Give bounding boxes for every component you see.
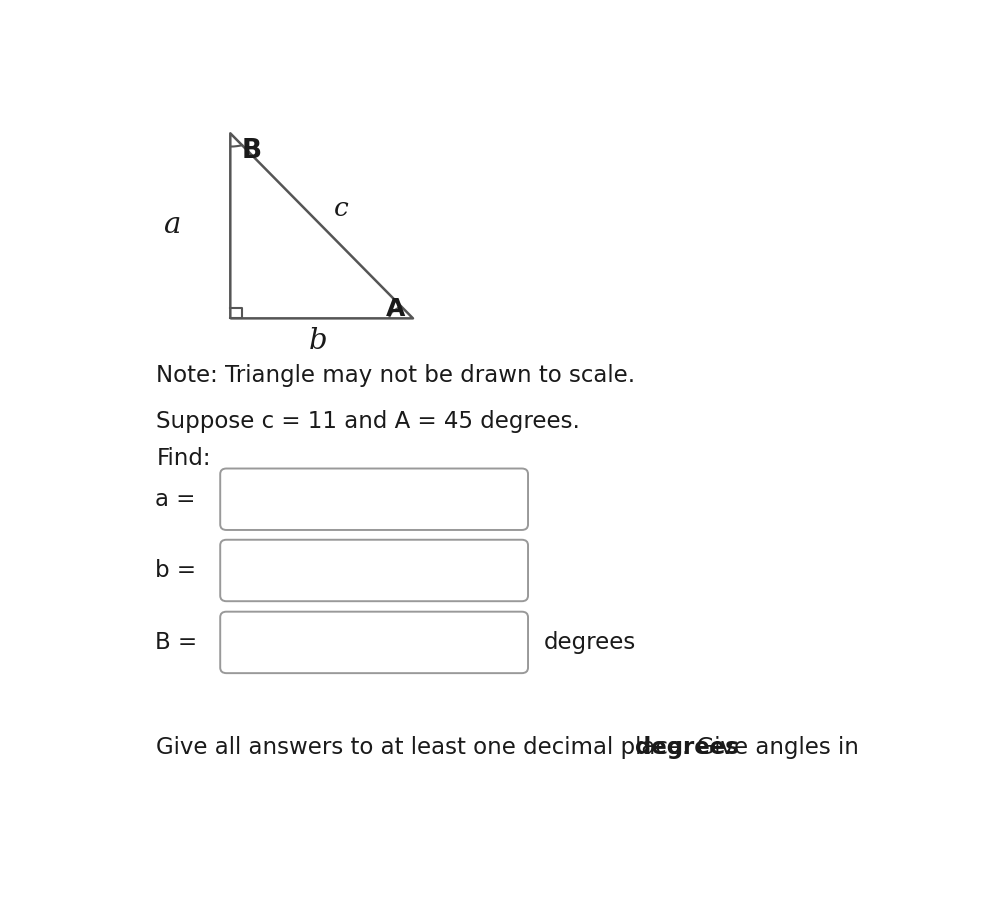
Text: a =: a = [154, 488, 195, 511]
Text: Give all answers to at least one decimal place. Give angles in: Give all answers to at least one decimal… [156, 736, 866, 759]
Text: A: A [386, 297, 405, 321]
Text: a: a [163, 211, 180, 239]
Text: Suppose c = 11 and A = 45 degrees.: Suppose c = 11 and A = 45 degrees. [156, 410, 580, 433]
Text: b: b [309, 327, 327, 355]
Text: c: c [334, 196, 349, 220]
Text: B: B [241, 138, 262, 164]
FancyBboxPatch shape [220, 540, 527, 601]
FancyBboxPatch shape [220, 611, 527, 673]
Text: Find:: Find: [156, 446, 210, 470]
Text: degrees: degrees [543, 631, 635, 654]
Text: b =: b = [154, 559, 195, 582]
Text: degrees: degrees [634, 736, 737, 759]
Text: Note: Triangle may not be drawn to scale.: Note: Triangle may not be drawn to scale… [156, 364, 635, 387]
FancyBboxPatch shape [220, 469, 527, 530]
Text: B =: B = [154, 631, 196, 654]
